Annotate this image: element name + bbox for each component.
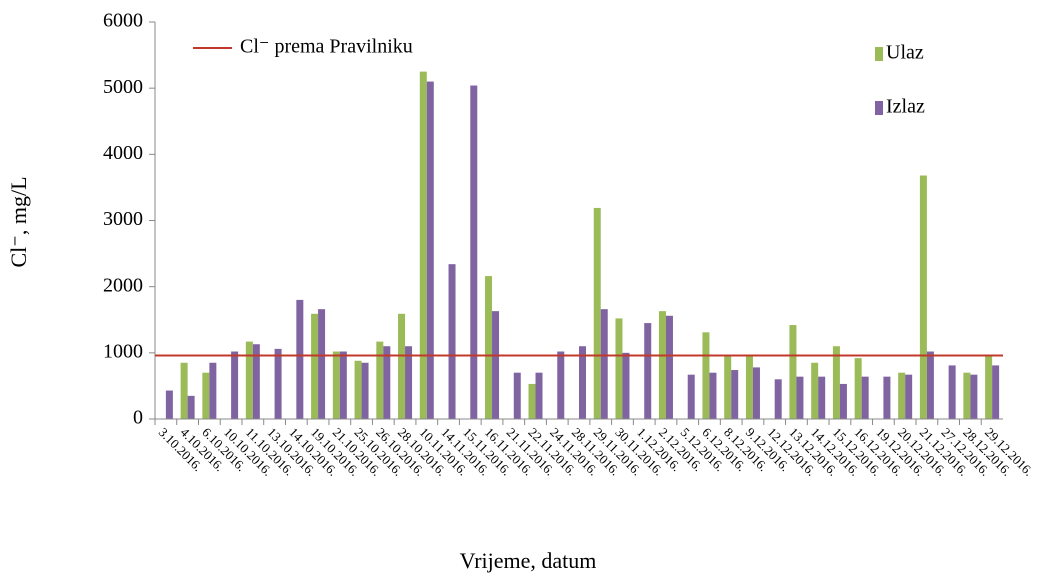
- legend-label: Cl⁻ prema Pravilniku: [240, 36, 413, 58]
- bar: [644, 323, 652, 419]
- bar: [448, 264, 456, 419]
- y-tick-label: 6000: [103, 10, 143, 32]
- legend-label: Izlaz: [886, 96, 925, 118]
- bar: [774, 379, 782, 419]
- bar: [600, 309, 608, 419]
- y-tick-label: 0: [133, 407, 143, 429]
- bar: [731, 370, 739, 419]
- y-tick-label: 5000: [103, 76, 143, 98]
- bar: [354, 360, 362, 419]
- bar: [593, 207, 601, 419]
- bar: [202, 372, 210, 419]
- x-axis-title: Vrijeme, datum: [460, 548, 597, 573]
- y-tick-label: 4000: [103, 142, 143, 164]
- bar: [883, 376, 891, 419]
- bar: [905, 374, 913, 419]
- bar: [376, 341, 384, 419]
- bar: [361, 362, 369, 419]
- bar: [832, 346, 840, 419]
- bar: [579, 346, 586, 419]
- bar: [398, 313, 406, 419]
- bar: [789, 325, 797, 419]
- bar: [274, 348, 282, 419]
- bar: [535, 372, 543, 419]
- y-tick-label: 3000: [103, 208, 143, 230]
- bar: [854, 358, 862, 419]
- bar: [405, 346, 413, 419]
- bar: [658, 311, 666, 419]
- bar: [665, 315, 673, 419]
- bar: [318, 309, 326, 419]
- bar: [724, 354, 732, 419]
- bar: [919, 175, 927, 419]
- bar: [311, 313, 319, 419]
- bar: [231, 351, 239, 419]
- bar: [926, 351, 934, 419]
- bar: [383, 346, 391, 419]
- legend-label: Ulaz: [886, 42, 924, 64]
- bar: [811, 362, 819, 419]
- bar: [709, 372, 717, 419]
- bar: [426, 81, 434, 420]
- bar: [861, 376, 869, 419]
- bar: [687, 374, 695, 419]
- bar: [963, 372, 971, 419]
- bar: [898, 372, 906, 419]
- y-tick-label: 1000: [103, 340, 143, 362]
- legend-swatch: [875, 47, 883, 61]
- bar: [339, 351, 347, 419]
- bar: [615, 318, 623, 419]
- y-tick-label: 2000: [103, 274, 143, 296]
- bar: [702, 332, 710, 419]
- bar: [970, 374, 978, 419]
- bar: [839, 383, 847, 419]
- bar: [209, 362, 217, 419]
- bar: [180, 362, 188, 419]
- bar: [470, 85, 478, 420]
- bar: [948, 365, 956, 419]
- bar: [165, 390, 173, 419]
- bar: [485, 276, 493, 419]
- bar: [252, 344, 260, 419]
- bar: [622, 352, 630, 419]
- bar: [187, 395, 195, 419]
- bar: [296, 299, 304, 419]
- bar: [513, 372, 521, 419]
- bar: [985, 355, 993, 419]
- bar: [752, 367, 760, 419]
- bar: [557, 351, 565, 419]
- bar: [796, 376, 804, 419]
- bar: [745, 354, 753, 419]
- bar: [818, 376, 826, 419]
- bar: [419, 71, 427, 419]
- legend-swatch: [875, 101, 883, 115]
- bar: [992, 365, 1000, 419]
- y-axis-title: Cl⁻, mg/L: [6, 176, 31, 267]
- bar: [528, 383, 536, 419]
- bar: [332, 351, 340, 419]
- bar: [245, 341, 253, 419]
- bar: [492, 311, 500, 419]
